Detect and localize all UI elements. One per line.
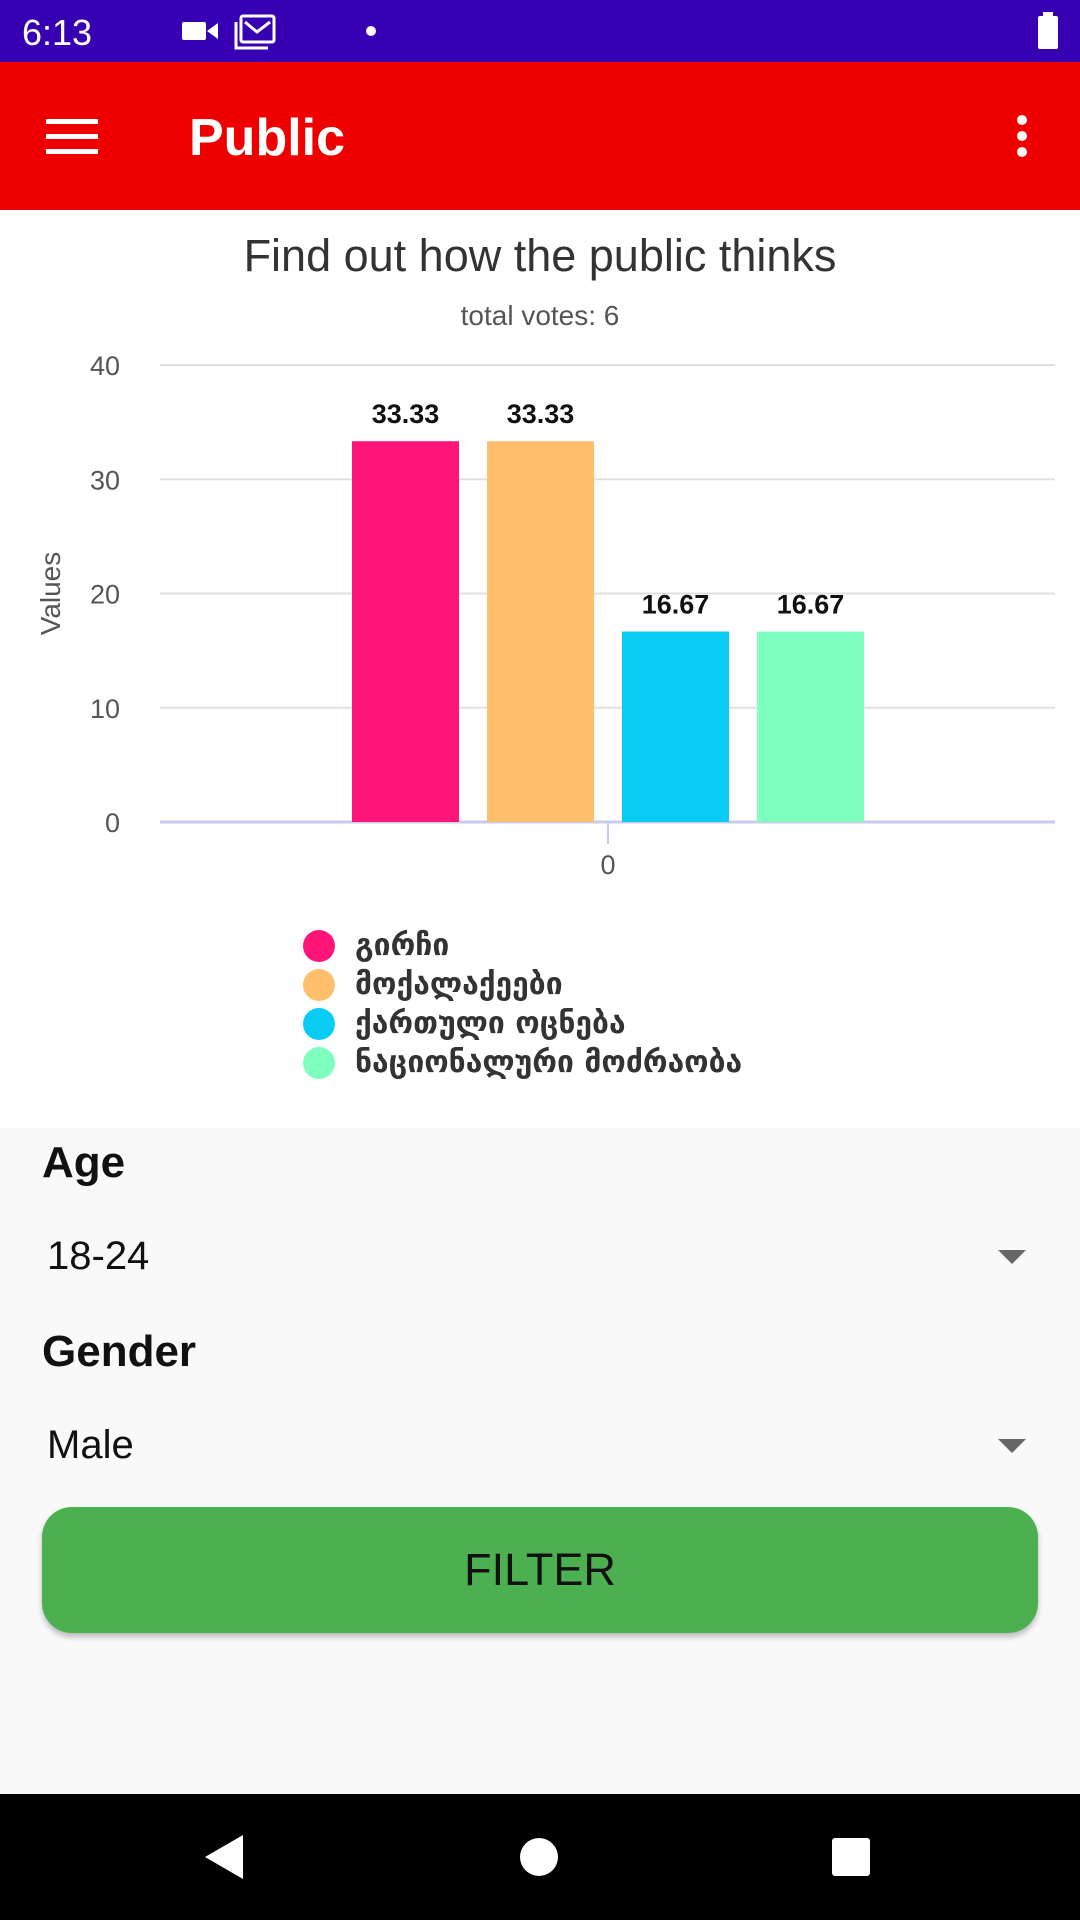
y-tick-label: 30 [90,465,120,495]
legend-item: ნაციონალური მოძრაობა [303,1043,742,1082]
legend-label: ნაციონალური მოძრაობა [355,1045,743,1080]
legend-swatch [303,968,335,1001]
system-nav-bar [0,1794,1080,1920]
legend-item: გირჩი [303,926,742,965]
back-icon [205,1835,243,1879]
mail-icon [234,14,276,50]
chart-legend: გირჩი მოქალაქეები ქართული ოცნება ნაციონალურ… [303,926,742,1082]
y-axis-label: Values [35,552,66,636]
age-value: 18-24 [47,1234,150,1278]
battery-icon [1038,12,1058,49]
y-tick-label: 0 [105,808,120,838]
bar-value-label: 16.67 [777,590,845,620]
chart-subtitle: total votes: 6 [460,300,620,331]
dropdown-arrow-icon [998,1439,1026,1453]
filter-panel: Age 18-24 Gender Male FILTER [0,1128,1080,1794]
legend-label: ქართული ოცნება [355,1006,626,1041]
status-time: 6:13 [22,12,93,53]
status-bar: 6:13 [0,0,1080,62]
more-vert-icon [1017,115,1027,157]
bar [352,441,459,822]
app-title: Public [189,109,346,167]
age-dropdown[interactable]: 18-24 [42,1216,1038,1296]
gender-label: Gender [42,1327,197,1376]
y-tick-label: 10 [90,694,120,724]
home-icon [520,1838,558,1876]
filter-button-label: FILTER [464,1544,616,1595]
legend-label: მოქალაქეები [355,967,563,1002]
recents-icon [832,1838,870,1876]
home-button[interactable] [504,1822,574,1892]
y-tick-label: 20 [90,580,120,610]
bar-value-label: 33.33 [507,399,575,429]
bar [757,631,864,822]
age-label: Age [42,1138,126,1187]
bar [622,631,729,822]
filter-button[interactable]: FILTER [42,1507,1038,1633]
recents-button[interactable] [816,1822,886,1892]
bar-chart: 0 10 20 30 40 Values 0 33.33 33.33 16.67 16.67 [35,351,1055,880]
x-tick-label: 0 [600,850,615,880]
legend-swatch [303,929,335,962]
bar-value-label: 33.33 [372,399,440,429]
back-button[interactable] [189,1822,259,1892]
dropdown-arrow-icon [998,1250,1026,1264]
legend-label: გირჩი [355,928,450,963]
video-icon [182,22,218,40]
legend-swatch [303,1046,335,1079]
app-bar: Public [0,62,1080,210]
legend-item: მოქალაქეები [303,965,742,1004]
chart-title: Find out how the public thinks [243,230,837,281]
gender-dropdown[interactable]: Male [42,1405,1038,1485]
chart-card: Find out how the public thinks total vot… [0,210,1080,1128]
hamburger-icon [46,119,98,154]
legend-swatch [303,1007,335,1040]
menu-button[interactable] [40,106,104,166]
y-tick-label: 40 [90,351,120,381]
bar [487,441,594,822]
notification-dot [366,26,376,36]
legend-item: ქართული ოცნება [303,1004,742,1043]
overflow-menu-button[interactable] [1002,106,1042,166]
bar-value-label: 16.67 [642,590,710,620]
gender-value: Male [47,1423,134,1467]
